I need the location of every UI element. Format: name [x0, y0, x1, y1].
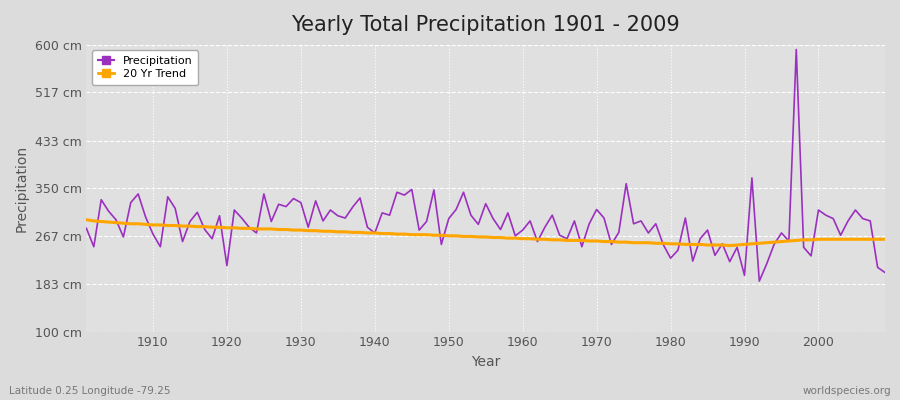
Text: worldspecies.org: worldspecies.org: [803, 386, 891, 396]
X-axis label: Year: Year: [471, 355, 500, 369]
Y-axis label: Precipitation: Precipitation: [15, 145, 29, 232]
Legend: Precipitation, 20 Yr Trend: Precipitation, 20 Yr Trend: [92, 50, 198, 85]
Text: Latitude 0.25 Longitude -79.25: Latitude 0.25 Longitude -79.25: [9, 386, 170, 396]
Title: Yearly Total Precipitation 1901 - 2009: Yearly Total Precipitation 1901 - 2009: [292, 15, 680, 35]
